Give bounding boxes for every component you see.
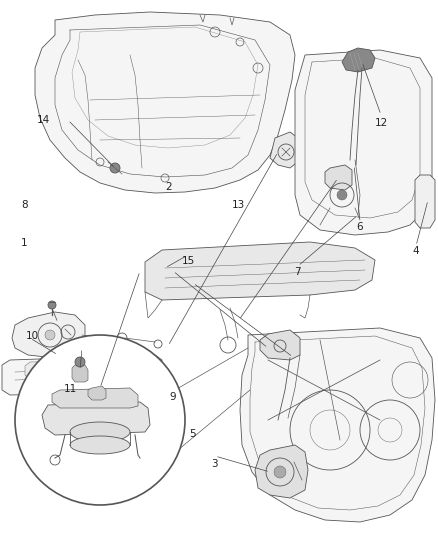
Circle shape [75,357,85,367]
Circle shape [274,466,286,478]
Text: 12: 12 [374,118,388,127]
Text: 9: 9 [170,392,177,402]
Circle shape [110,163,120,173]
Text: 11: 11 [64,384,77,394]
Polygon shape [325,165,352,190]
Text: 5: 5 [189,430,196,439]
Polygon shape [270,132,302,168]
Text: 7: 7 [294,267,301,277]
Text: 15: 15 [182,256,195,266]
Text: 13: 13 [232,200,245,210]
Ellipse shape [70,422,130,442]
Polygon shape [415,175,435,228]
Polygon shape [295,50,432,235]
Polygon shape [2,355,162,395]
Polygon shape [72,365,88,382]
Text: 3: 3 [211,459,218,469]
Circle shape [45,330,55,340]
Polygon shape [42,402,150,435]
Ellipse shape [70,436,130,454]
Polygon shape [342,48,375,72]
Polygon shape [12,312,85,358]
Text: 2: 2 [165,182,172,191]
Text: 8: 8 [21,200,28,210]
Text: 10: 10 [26,331,39,341]
Polygon shape [255,445,308,498]
Circle shape [337,190,347,200]
Text: 6: 6 [356,222,363,231]
Text: 14: 14 [37,115,50,125]
Polygon shape [52,388,138,408]
Polygon shape [145,242,375,300]
Circle shape [48,301,56,309]
Polygon shape [240,328,435,522]
Polygon shape [35,12,295,193]
Polygon shape [25,360,135,380]
Circle shape [15,335,185,505]
Text: 4: 4 [413,246,420,255]
Polygon shape [88,386,106,400]
Polygon shape [260,330,300,360]
Text: 1: 1 [21,238,28,247]
